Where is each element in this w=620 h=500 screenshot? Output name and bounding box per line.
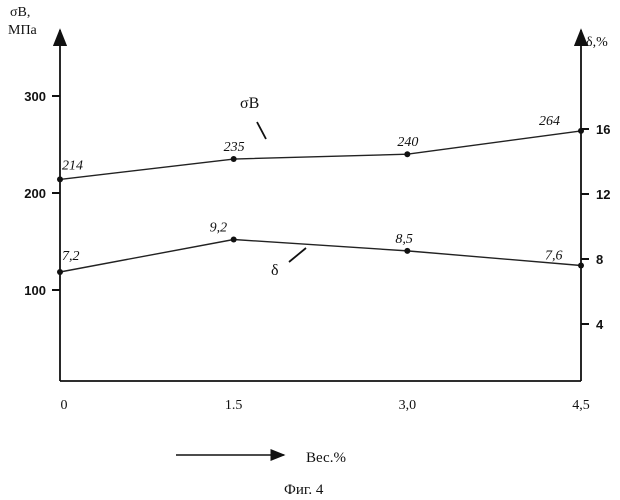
right-tick-label: 16: [596, 122, 610, 137]
series-line-sigma: [60, 131, 581, 180]
data-label: 264: [539, 114, 560, 129]
series-leader-delta: [289, 248, 306, 262]
left-axis-label-line2: МПа: [8, 23, 38, 38]
series-label-delta: δ: [271, 262, 279, 279]
data-point: [57, 269, 63, 275]
series-label-sigma: σB: [240, 95, 259, 112]
data-point: [404, 248, 410, 254]
figure-caption: Фиг. 4: [284, 482, 324, 498]
data-label: 8,5: [395, 232, 413, 247]
data-point: [578, 128, 584, 134]
right-axis-label: δ,%: [586, 35, 608, 50]
left-axis-ticks: 300 200 100: [24, 89, 60, 298]
x-tick-label: 0: [61, 398, 68, 413]
left-tick-label: 300: [24, 89, 46, 104]
data-point: [578, 263, 584, 269]
x-axis-label: Вес.%: [306, 450, 346, 466]
data-label: 235: [224, 140, 245, 155]
data-label: 7,6: [545, 249, 563, 264]
data-label: 240: [397, 135, 418, 150]
series-line-delta: [60, 240, 581, 273]
right-tick-label: 12: [596, 187, 610, 202]
x-tick-label: 3,0: [399, 398, 417, 413]
left-tick-label: 100: [24, 283, 46, 298]
right-tick-label: 4: [596, 317, 604, 332]
data-label: 7,2: [62, 249, 80, 264]
x-axis-ticks: 0 1.5 3,0 4,5: [61, 398, 590, 413]
left-axis-label-line1: σB,: [10, 5, 30, 20]
data-point: [231, 156, 237, 162]
x-tick-label: 1.5: [225, 398, 243, 413]
series-layer: 214 235 240 264 7,2 9,2 8,5 7,6: [57, 114, 584, 275]
data-point: [404, 151, 410, 157]
right-axis-ticks: 16 12 8 4: [581, 122, 610, 332]
data-point: [57, 176, 63, 182]
left-tick-label: 200: [24, 186, 46, 201]
data-point: [231, 237, 237, 243]
data-label: 9,2: [210, 221, 228, 236]
data-label: 214: [62, 158, 83, 173]
right-tick-label: 8: [596, 252, 603, 267]
series-leader-sigma: [257, 122, 266, 139]
x-tick-label: 4,5: [572, 398, 590, 413]
